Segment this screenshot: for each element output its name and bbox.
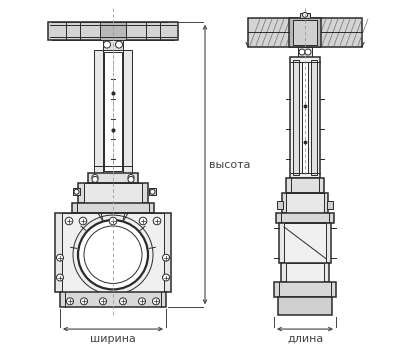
Bar [103, 40, 123, 49]
Bar [60, 292, 166, 307]
Circle shape [56, 254, 64, 261]
Bar [78, 183, 148, 203]
Bar [274, 282, 336, 297]
Circle shape [65, 217, 73, 225]
Bar [88, 173, 138, 183]
Bar [302, 62, 308, 173]
Circle shape [128, 176, 134, 182]
Bar [100, 22, 126, 40]
Bar [286, 193, 324, 213]
Circle shape [152, 298, 160, 305]
Bar [289, 18, 321, 47]
Bar [311, 61, 317, 175]
Bar [48, 22, 178, 40]
Bar [123, 49, 132, 173]
Circle shape [305, 49, 311, 55]
Circle shape [153, 217, 161, 225]
Bar [279, 223, 331, 263]
Bar [248, 18, 362, 47]
Circle shape [66, 298, 74, 305]
Bar [293, 20, 317, 45]
Bar [84, 183, 142, 203]
Bar [278, 297, 332, 315]
Circle shape [92, 174, 98, 180]
Circle shape [104, 41, 110, 48]
Circle shape [120, 298, 126, 305]
Bar [286, 263, 324, 282]
Bar [282, 193, 328, 213]
Bar [290, 57, 320, 179]
Circle shape [302, 12, 308, 17]
Bar [55, 213, 171, 292]
Circle shape [162, 254, 170, 261]
Circle shape [92, 176, 98, 182]
Circle shape [79, 217, 87, 225]
Circle shape [78, 220, 148, 289]
Text: высота: высота [209, 160, 250, 170]
Circle shape [56, 274, 64, 281]
Bar [327, 201, 333, 209]
Bar [286, 179, 324, 193]
Bar [284, 223, 326, 263]
Circle shape [139, 217, 147, 225]
Circle shape [150, 189, 155, 194]
Bar [73, 188, 80, 195]
Bar [276, 213, 334, 223]
Circle shape [128, 174, 134, 180]
Bar [72, 203, 154, 213]
Text: длина: длина [287, 334, 323, 344]
Text: ширина: ширина [90, 334, 136, 344]
Bar [293, 61, 299, 175]
Circle shape [74, 189, 79, 194]
Circle shape [162, 274, 170, 281]
Bar [62, 213, 164, 292]
Circle shape [138, 298, 146, 305]
Circle shape [109, 217, 117, 225]
Circle shape [100, 298, 106, 305]
Bar [104, 52, 122, 172]
Bar [277, 201, 283, 209]
Bar [94, 49, 103, 173]
Circle shape [299, 49, 305, 55]
Bar [149, 188, 156, 195]
Bar [300, 13, 310, 18]
Circle shape [116, 41, 122, 48]
Bar [281, 263, 329, 282]
Circle shape [80, 298, 88, 305]
Bar [298, 47, 312, 57]
